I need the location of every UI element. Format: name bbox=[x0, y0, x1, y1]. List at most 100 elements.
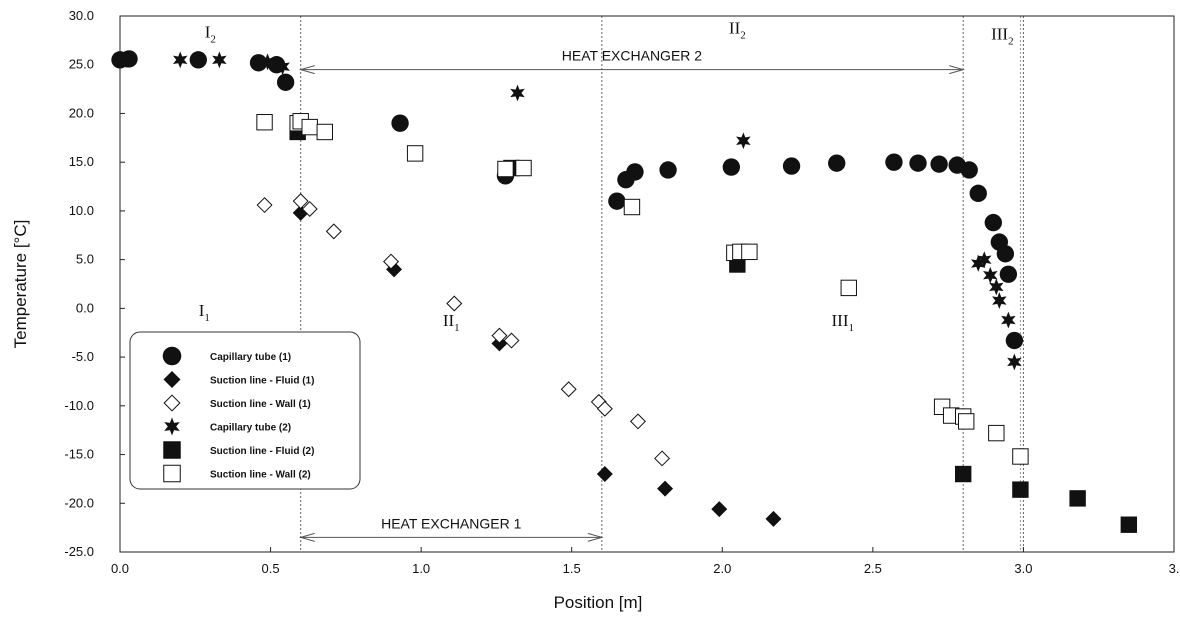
region-label: II1 bbox=[443, 311, 460, 334]
data-point-series-6 bbox=[958, 413, 975, 430]
data-point-series-3 bbox=[560, 381, 577, 398]
x-tick-label: 0.5 bbox=[262, 561, 280, 576]
data-point-series-4 bbox=[1007, 353, 1022, 371]
data-point-series-6 bbox=[623, 198, 641, 216]
legend-marker bbox=[163, 441, 181, 459]
data-point-series-1 bbox=[996, 245, 1015, 263]
data-point-series-1 bbox=[1005, 331, 1024, 350]
heat-exchanger-2-label: HEAT EXCHANGER 2 bbox=[562, 48, 703, 64]
data-points bbox=[111, 50, 1138, 533]
data-point-series-1 bbox=[999, 265, 1018, 283]
data-point-series-4 bbox=[977, 251, 992, 269]
data-point-series-4 bbox=[992, 292, 1007, 309]
heat-exchanger-1-arrowhead-left bbox=[298, 532, 315, 542]
data-point-series-3 bbox=[325, 223, 342, 240]
data-point-series-1 bbox=[722, 158, 740, 176]
region-label: I1 bbox=[199, 301, 210, 324]
data-point-series-4 bbox=[275, 58, 290, 76]
data-point-series-3 bbox=[629, 413, 646, 430]
data-point-series-6 bbox=[1012, 448, 1029, 465]
x-tick-label: 3.0 bbox=[1014, 561, 1032, 576]
data-point-series-4 bbox=[118, 51, 134, 69]
region-label: I2 bbox=[205, 22, 216, 45]
y-tick-label: 0.0 bbox=[76, 300, 94, 315]
y-tick-label: -5.0 bbox=[72, 349, 94, 364]
legend-marker bbox=[163, 394, 181, 412]
data-point-series-1 bbox=[930, 155, 948, 173]
plot-area bbox=[119, 15, 1175, 553]
y-tick-label: -10.0 bbox=[64, 398, 94, 413]
y-tick-label: 20.0 bbox=[69, 105, 94, 120]
data-point-series-1 bbox=[909, 154, 927, 172]
data-point-series-1 bbox=[969, 184, 987, 203]
y-tick-label: -20.0 bbox=[64, 495, 94, 510]
legend-marker bbox=[164, 417, 180, 436]
data-point-series-1 bbox=[276, 73, 295, 91]
data-point-series-4 bbox=[983, 266, 998, 284]
x-tick-label: 1.0 bbox=[412, 561, 430, 576]
heat-exchanger-2-arrowhead-right bbox=[949, 65, 966, 75]
x-tick-label: 2.5 bbox=[864, 561, 882, 576]
y-axis-label: Temperature [°C] bbox=[11, 220, 30, 349]
data-point-series-3 bbox=[301, 200, 318, 217]
region-label: II2 bbox=[729, 19, 746, 42]
y-tick-label: 5.0 bbox=[76, 252, 94, 267]
legend-marker bbox=[162, 346, 182, 366]
x-tick-label: 3. bbox=[1169, 561, 1180, 576]
data-point-series-3 bbox=[292, 193, 309, 210]
data-point-series-4 bbox=[260, 53, 275, 71]
data-point-series-5 bbox=[1069, 490, 1086, 507]
region-labels: I2 II2 III2 I1 II1 III1 bbox=[199, 19, 1014, 334]
heat-exchanger-2-arrowhead-left bbox=[298, 65, 315, 75]
data-point-series-5 bbox=[1012, 481, 1029, 498]
region-label: III2 bbox=[991, 24, 1013, 47]
y-tick-label: -25.0 bbox=[64, 544, 94, 559]
data-point-series-2 bbox=[657, 480, 674, 497]
x-axis-label: Position [m] bbox=[554, 593, 643, 612]
data-point-series-2 bbox=[596, 466, 613, 483]
data-point-series-4 bbox=[172, 51, 188, 69]
data-point-series-6 bbox=[988, 424, 1005, 442]
heat-exchanger-1-arrowhead-right bbox=[587, 532, 604, 542]
data-point-series-4 bbox=[736, 132, 751, 150]
data-point-series-1 bbox=[659, 161, 677, 179]
data-point-series-6 bbox=[497, 160, 514, 178]
data-point-series-3 bbox=[503, 332, 520, 349]
section-lines bbox=[300, 16, 1024, 552]
legend-entry-label: Capillary tube (2) bbox=[210, 423, 291, 434]
data-point-series-2 bbox=[765, 510, 782, 527]
heat-exchanger-1-label: HEAT EXCHANGER 1 bbox=[381, 515, 522, 531]
legend-entry-label: Suction line - Wall (1) bbox=[210, 399, 311, 410]
data-point-series-3 bbox=[446, 295, 463, 312]
axis-ticks: 0.0 0.5 1.0 1.5 2.0 2.5 3.0 3. 30.0 25.0 20.0 15.0 1… bbox=[64, 8, 1179, 576]
legend-entry-label: Capillary tube (1) bbox=[210, 352, 291, 363]
data-point-series-5 bbox=[955, 465, 972, 483]
data-point-series-2 bbox=[711, 501, 728, 518]
data-point-series-3 bbox=[654, 450, 671, 467]
data-point-series-4 bbox=[1001, 311, 1016, 329]
data-point-series-1 bbox=[885, 153, 903, 171]
y-tick-label: 10.0 bbox=[69, 203, 94, 218]
data-point-series-4 bbox=[510, 84, 525, 102]
x-tick-label: 2.0 bbox=[713, 561, 731, 576]
data-point-series-6 bbox=[515, 159, 532, 177]
legend-entry-label: Suction line - Fluid (2) bbox=[210, 446, 314, 457]
data-point-series-4 bbox=[212, 51, 227, 69]
data-point-series-5 bbox=[1120, 516, 1138, 533]
data-point-series-1 bbox=[608, 192, 626, 210]
data-point-series-1 bbox=[626, 163, 644, 181]
legend: Capillary tube (1) Suction line - Fluid (… bbox=[129, 331, 361, 490]
data-point-series-3 bbox=[596, 400, 613, 417]
data-point-series-6 bbox=[256, 114, 273, 131]
data-point-series-3 bbox=[383, 253, 400, 270]
data-point-series-6 bbox=[301, 118, 318, 136]
data-point-series-1 bbox=[828, 154, 846, 172]
legend-marker bbox=[163, 370, 181, 389]
data-point-series-1 bbox=[391, 114, 409, 132]
y-tick-label: -15.0 bbox=[64, 447, 94, 462]
y-tick-label: 25.0 bbox=[69, 57, 94, 72]
legend-marker bbox=[163, 464, 181, 483]
region-label: III1 bbox=[832, 311, 854, 334]
